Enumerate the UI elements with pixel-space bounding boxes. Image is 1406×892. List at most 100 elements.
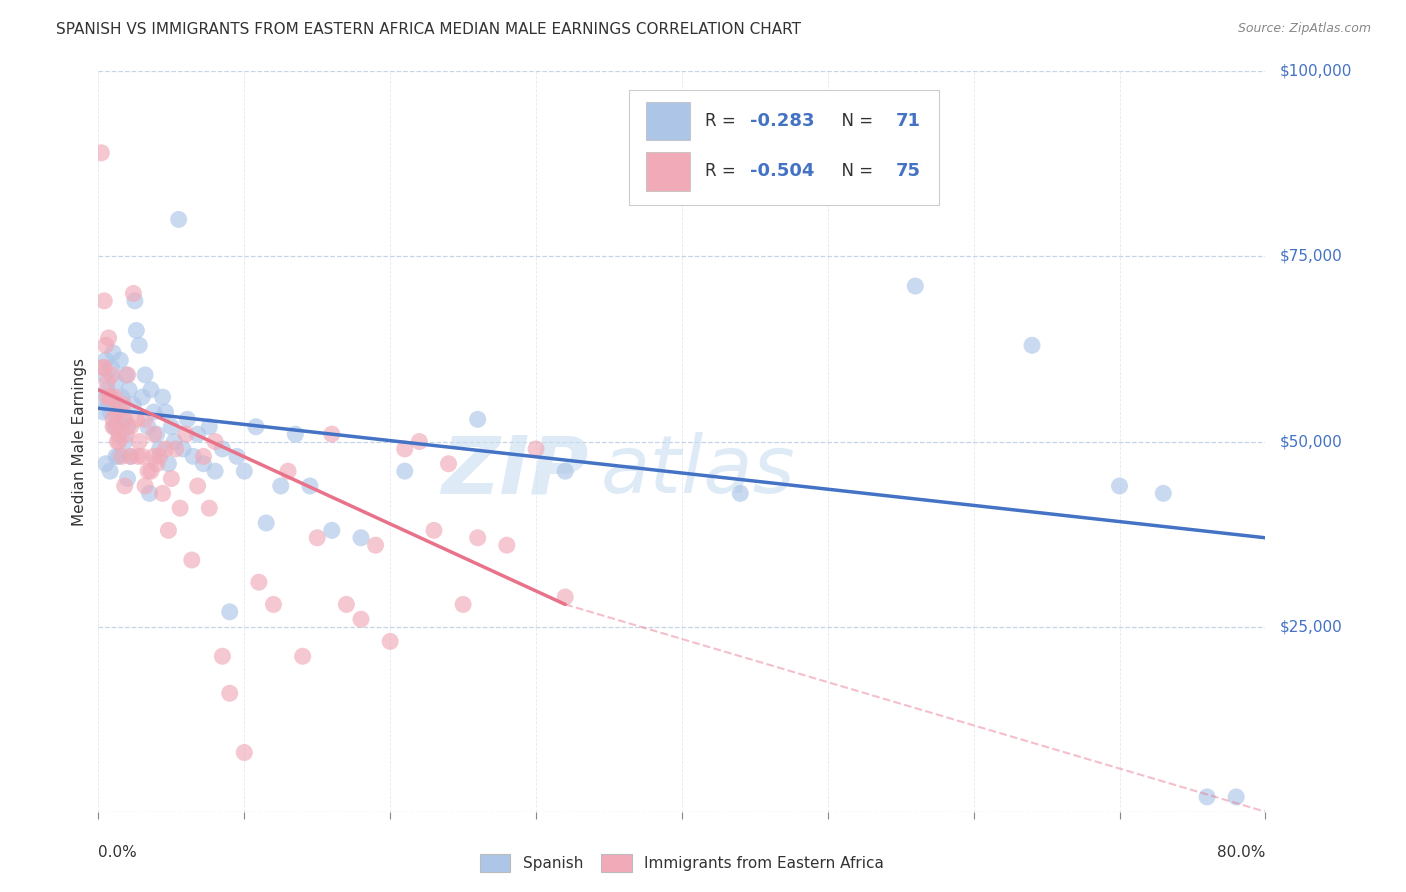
Point [101, 345, 124, 359]
Point [524, 442, 547, 456]
Point [101, 419, 124, 434]
Point [142, 450, 165, 464]
Point [204, 464, 226, 478]
Point [117, 471, 139, 485]
Text: -0.283: -0.283 [749, 112, 814, 130]
Point [142, 405, 165, 419]
Point [134, 479, 156, 493]
Point [115, 427, 138, 442]
Point [152, 486, 174, 500]
Point [904, 279, 927, 293]
Point [193, 450, 215, 464]
Point [1195, 789, 1218, 804]
Point [138, 486, 160, 500]
Point [118, 383, 141, 397]
Text: N =: N = [831, 112, 879, 130]
Point [96, 383, 118, 397]
Point [94, 457, 117, 471]
Point [125, 324, 148, 338]
Point [111, 390, 134, 404]
Point [93, 293, 115, 308]
Point [131, 450, 153, 464]
Point [187, 427, 209, 442]
Point [176, 412, 198, 426]
Point [93, 368, 115, 382]
Point [157, 524, 180, 538]
Point [125, 412, 148, 426]
Point [117, 419, 139, 434]
Point [100, 368, 122, 382]
Point [728, 486, 751, 500]
Point [108, 427, 131, 442]
Text: 71: 71 [896, 112, 921, 130]
Point [198, 419, 221, 434]
Point [97, 397, 120, 411]
Point [218, 686, 240, 700]
Text: 0.0%: 0.0% [98, 845, 138, 860]
Point [120, 419, 142, 434]
FancyBboxPatch shape [645, 102, 690, 140]
Point [104, 376, 127, 390]
Point [169, 501, 191, 516]
Point [211, 649, 233, 664]
Point [120, 450, 142, 464]
Point [149, 450, 172, 464]
Point [254, 516, 277, 530]
Text: N =: N = [831, 162, 879, 180]
Point [98, 390, 121, 404]
Point [104, 419, 127, 434]
Point [174, 427, 197, 442]
Point [160, 419, 183, 434]
Point [97, 331, 120, 345]
Point [139, 464, 162, 478]
FancyBboxPatch shape [645, 152, 690, 191]
Point [218, 605, 240, 619]
Point [104, 405, 127, 419]
Point [91, 360, 114, 375]
Point [105, 434, 128, 449]
Point [98, 464, 121, 478]
Point [155, 442, 177, 456]
Point [146, 427, 169, 442]
Point [335, 598, 357, 612]
Point [90, 145, 112, 160]
Point [114, 479, 136, 493]
Point [114, 434, 136, 449]
Point [350, 612, 373, 626]
Point [245, 419, 267, 434]
Point [495, 538, 517, 552]
Point [103, 419, 125, 434]
Point [1225, 789, 1247, 804]
Point [291, 649, 314, 664]
Point [146, 457, 169, 471]
Point [110, 353, 132, 368]
Point [554, 590, 576, 604]
Point [211, 442, 233, 456]
Text: $25,000: $25,000 [1279, 619, 1343, 634]
Text: 80.0%: 80.0% [1218, 845, 1265, 860]
Point [114, 412, 136, 426]
Point [131, 390, 153, 404]
Point [187, 479, 209, 493]
Text: -0.504: -0.504 [749, 162, 814, 180]
Text: $100,000: $100,000 [1279, 64, 1351, 78]
Point [364, 538, 387, 552]
Point [181, 450, 204, 464]
Point [554, 464, 576, 478]
Point [101, 412, 124, 426]
Point [1152, 486, 1174, 500]
Point [128, 338, 150, 352]
Point [160, 471, 183, 485]
Point [437, 457, 460, 471]
Point [284, 427, 307, 442]
Point [262, 598, 284, 612]
Point [423, 524, 446, 538]
Point [136, 464, 159, 478]
Point [142, 427, 165, 442]
Legend: Spanish, Immigrants from Eastern Africa: Spanish, Immigrants from Eastern Africa [474, 848, 890, 878]
FancyBboxPatch shape [630, 90, 939, 204]
Point [108, 450, 131, 464]
Y-axis label: Median Male Earnings: Median Male Earnings [72, 358, 87, 525]
Point [122, 397, 145, 411]
Point [90, 390, 112, 404]
